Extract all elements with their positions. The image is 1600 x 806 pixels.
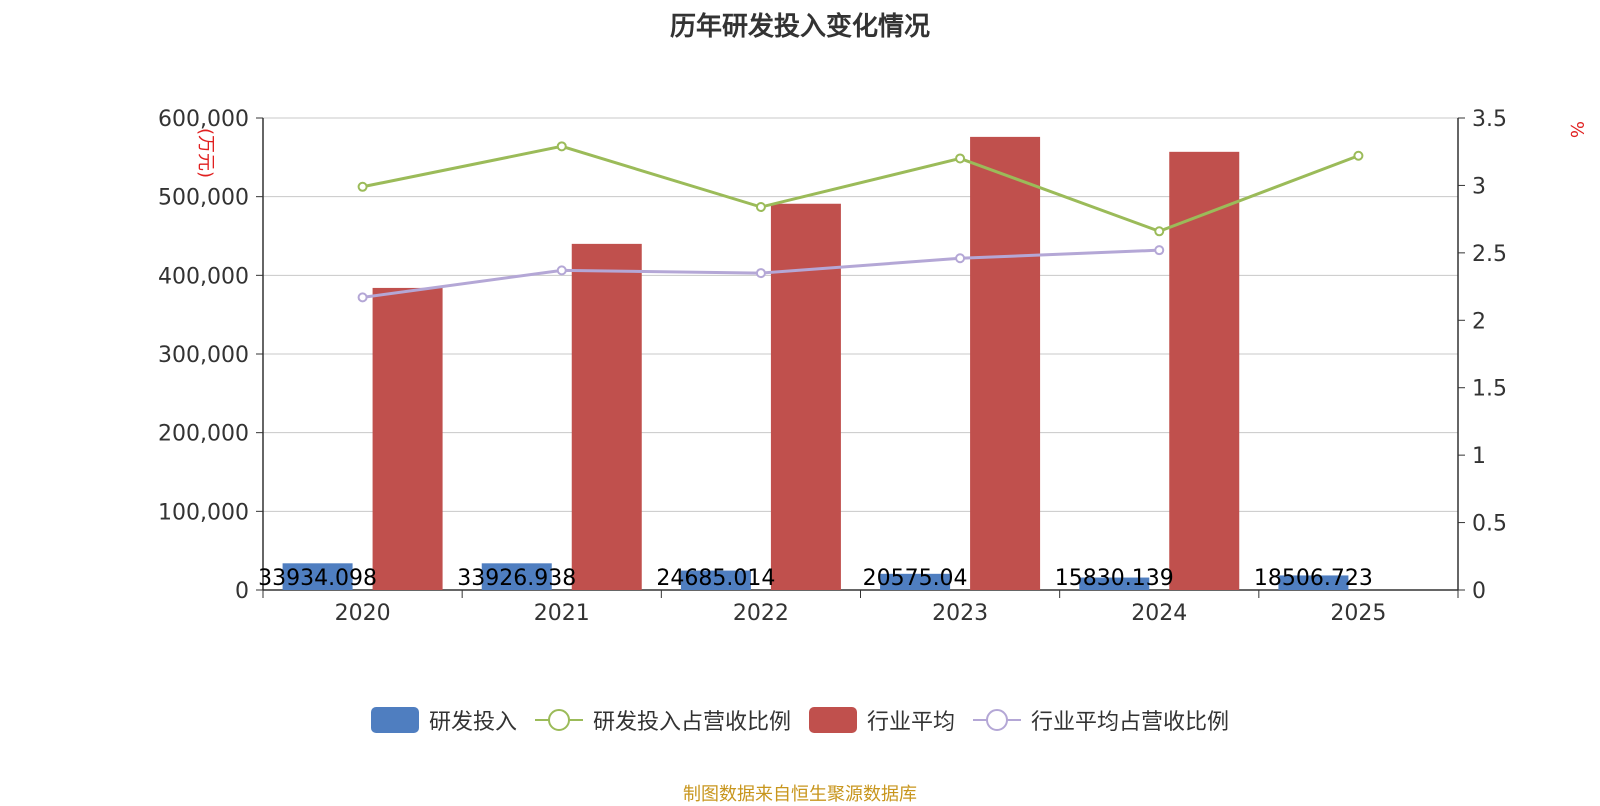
left-tick-label: 400,000	[158, 264, 249, 289]
right-tick-label: 0	[1472, 579, 1486, 604]
x-tick-label: 2024	[1131, 601, 1187, 626]
data-label: 20575.04	[863, 566, 968, 591]
right-tick-label: 1	[1472, 444, 1486, 469]
bar-行业平均-2022	[770, 203, 841, 590]
legend-item-3[interactable]: 行业平均	[809, 704, 955, 736]
chart-area: 0 100,000 200,000 300,000 400,000 500,000 600,…	[158, 107, 1587, 626]
right-tick-label: 3	[1472, 174, 1486, 199]
legend-item-4[interactable]: 行业平均占营收比例	[973, 704, 1229, 736]
bar-研发投入-2022	[680, 570, 751, 590]
point-研发投入占营收比例	[357, 181, 368, 192]
data-label: 24685.014	[656, 566, 775, 591]
right-tick-label: 2	[1472, 309, 1486, 334]
legend-bar-swatch	[809, 707, 857, 733]
chart-title: 历年研发投入变化情况	[669, 12, 930, 42]
right-tick-label: 2.5	[1472, 242, 1507, 267]
left-tick-label: 0	[235, 579, 249, 604]
bar-行业平均-2020	[372, 287, 443, 590]
point-行业平均占营收比例	[955, 253, 966, 264]
legend-bar-swatch	[370, 707, 419, 733]
left-tick-label: 500,000	[158, 186, 249, 211]
source-note: 制图数据来自恒生聚源数据库	[683, 784, 917, 805]
axes: 0 100,000 200,000 300,000 400,000 500,000 600,…	[158, 107, 1507, 626]
data-label: 18506.723	[1254, 566, 1373, 591]
legend-line-swatch	[973, 707, 1022, 733]
point-行业平均占营收比例	[755, 268, 766, 279]
bar-行业平均-2023	[970, 136, 1041, 590]
point-研发投入占营收比例	[955, 153, 966, 164]
x-tick-label: 2021	[534, 601, 590, 626]
data-label: 33926.938	[457, 566, 576, 591]
left-tick-label: 200,000	[158, 422, 249, 447]
right-axis-unit: %	[1566, 121, 1587, 138]
legend-item-2[interactable]: 研发投入占营收比例	[534, 704, 791, 736]
bar-研发投入-2025	[1278, 575, 1349, 590]
bar-行业平均-2021	[571, 243, 642, 590]
bar-研发投入-2024	[1079, 577, 1150, 590]
data-label: 15830.139	[1055, 566, 1174, 591]
x-tick-label: 2020	[335, 601, 391, 626]
line-研发投入占营收比例	[362, 144, 1359, 233]
legend-label: 行业平均占营收比例	[1031, 710, 1230, 735]
point-行业平均占营收比例	[357, 292, 368, 303]
bar-行业平均-2024	[1169, 151, 1240, 590]
left-axis-unit: (万元)	[195, 128, 216, 178]
data-labels: 33934.098 33926.938 24685.014 20575.04 15830…	[258, 566, 1373, 591]
bars	[282, 136, 1349, 590]
left-tick-label: 100,000	[158, 500, 249, 525]
legend-item-1[interactable]: 研发投入	[370, 704, 517, 736]
point-研发投入占营收比例	[1353, 150, 1364, 161]
bar-研发投入-2023	[880, 573, 951, 590]
x-tick-label: 2025	[1330, 601, 1386, 626]
x-tick-label: 2022	[733, 601, 789, 626]
point-行业平均占营收比例	[1154, 245, 1165, 256]
data-label: 33934.098	[258, 566, 377, 591]
grid-lines	[263, 117, 1458, 512]
series-lines	[357, 141, 1364, 303]
legend: 研发投入 研发投入占营收比例 行业平均 行业平均占营收比例	[0, 704, 1600, 736]
bar-研发投入-2020	[282, 563, 353, 590]
point-行业平均占营收比例	[556, 265, 567, 276]
legend-line-swatch	[534, 707, 583, 733]
legend-label: 研发投入	[428, 710, 517, 735]
legend-label: 行业平均	[867, 710, 956, 735]
legend-label: 研发投入占营收比例	[592, 710, 791, 735]
x-tick-label: 2023	[932, 601, 988, 626]
bar-研发投入-2021	[481, 563, 552, 590]
left-tick-label: 300,000	[158, 343, 249, 368]
right-tick-label: 1.5	[1472, 377, 1507, 402]
left-tick-label: 600,000	[158, 107, 249, 132]
right-tick-label: 0.5	[1472, 512, 1507, 537]
point-研发投入占营收比例	[556, 141, 567, 152]
point-研发投入占营收比例	[755, 202, 766, 213]
point-研发投入占营收比例	[1154, 226, 1165, 237]
right-tick-label: 3.5	[1472, 107, 1507, 132]
